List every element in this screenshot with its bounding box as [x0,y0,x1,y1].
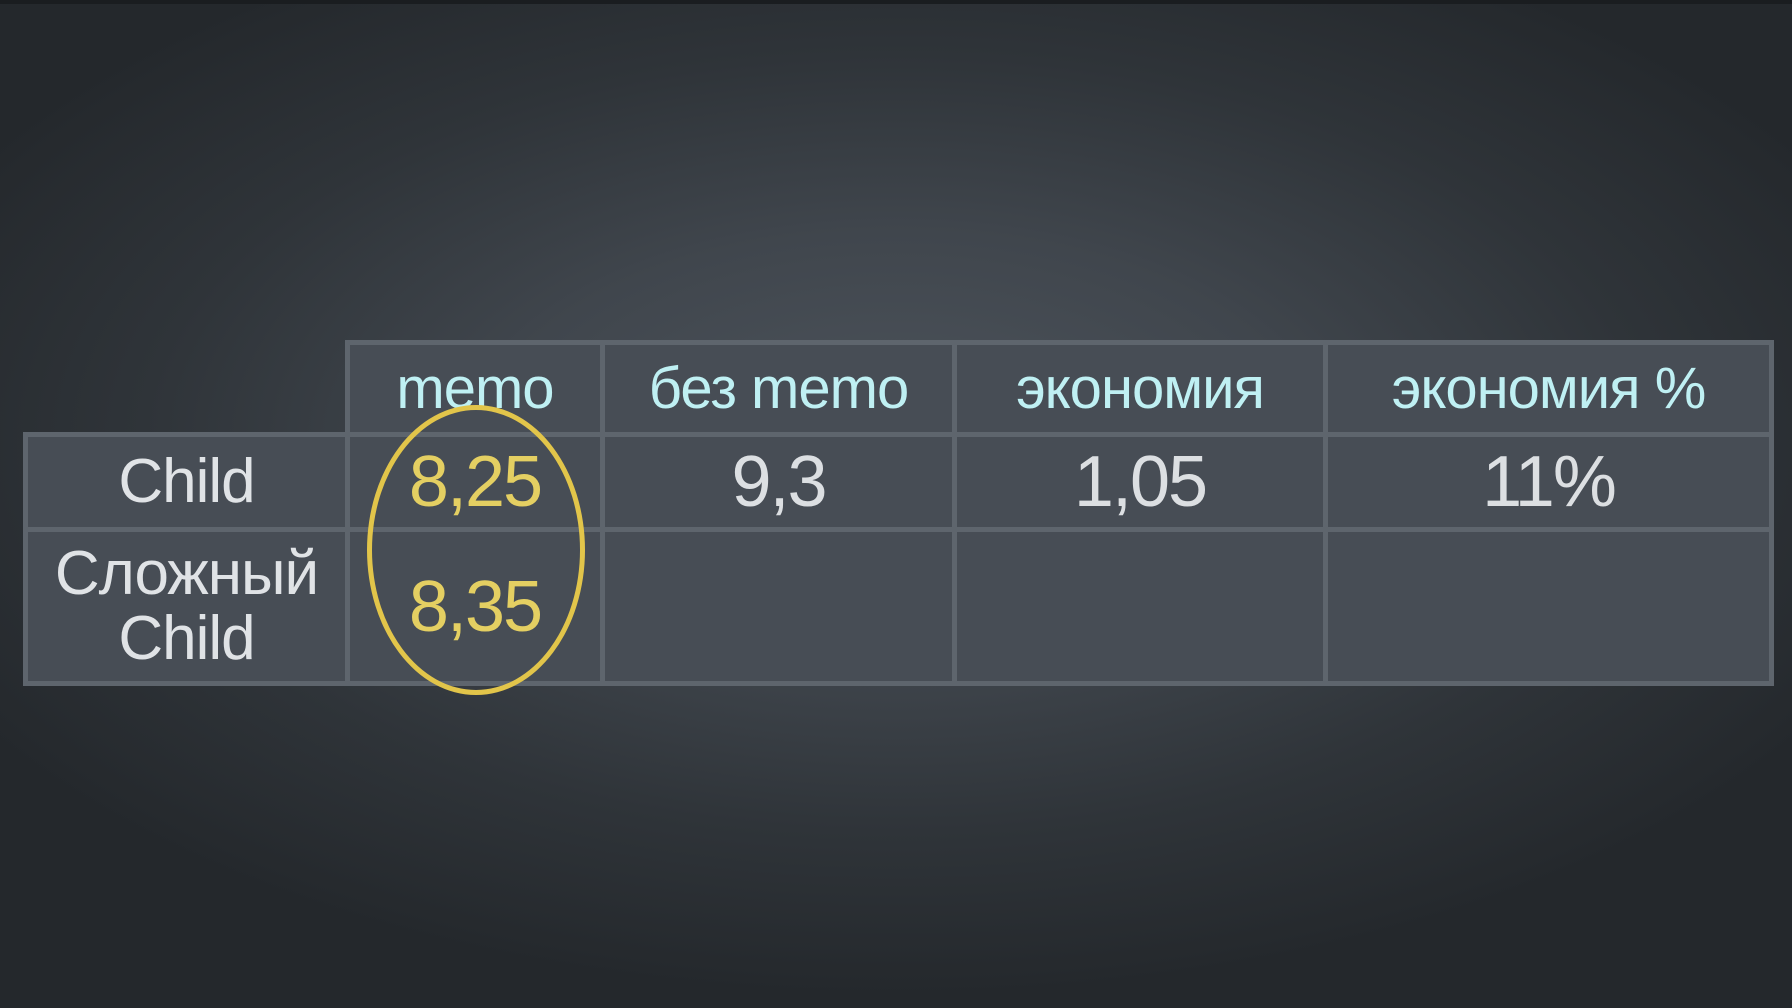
top-edge [0,0,1792,4]
cell-child-savings: 1,05 [952,432,1328,532]
cell-child-without-memo: 9,3 [600,432,957,532]
cell-complex-child-savings [952,527,1328,686]
row-label-child: Child [23,432,350,532]
row-label-complex-child: Сложный Child [23,527,350,686]
cell-complex-child-without-memo [600,527,957,686]
column-header-savings-percent: экономия % [1323,340,1774,437]
column-header-savings: экономия [952,340,1328,437]
column-header-without-memo: без memo [600,340,957,437]
column-header-memo: memo [345,340,605,437]
cell-complex-child-savings-percent [1323,527,1774,686]
cell-complex-child-memo: 8,35 [345,527,605,686]
cell-child-savings-percent: 11% [1323,432,1774,532]
cell-child-memo: 8,25 [345,432,605,532]
